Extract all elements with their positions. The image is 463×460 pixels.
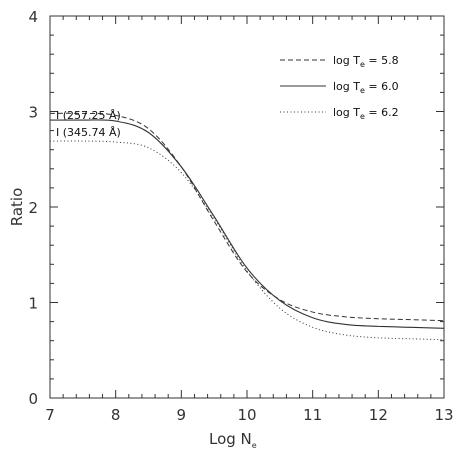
- legend-label-subscript: e: [360, 112, 365, 121]
- y-tick-label: 4: [28, 8, 38, 26]
- y-axis-title: Ratio: [8, 188, 26, 227]
- series-line-dashed: [49, 112, 445, 322]
- legend-label-main: log T: [333, 80, 360, 93]
- series-layer: [49, 112, 445, 341]
- legend-label-subscript: e: [360, 60, 365, 69]
- x-axis-title: Log Ne: [209, 430, 257, 450]
- legend-label-subscript: e: [360, 86, 365, 95]
- legend-label-value: = 6.2: [365, 106, 399, 119]
- legend-label-value: = 6.0: [365, 80, 399, 93]
- legend-label-value: = 5.8: [365, 54, 399, 67]
- annotation-line-345: I (345.74 Å): [56, 126, 121, 139]
- annotation-line-257: I (257.25 Å): [56, 109, 121, 122]
- legend-label-main: log T: [333, 106, 360, 119]
- y-tick-label: 2: [28, 199, 38, 217]
- series-line-dotted: [49, 140, 445, 341]
- series-line-solid: [49, 119, 445, 329]
- x-tick-label: 8: [111, 406, 121, 424]
- x-axis-title-subscript: e: [252, 441, 257, 450]
- x-tick-label: 11: [303, 406, 322, 424]
- legend-label-main: log T: [333, 54, 360, 67]
- x-tick-label: 10: [237, 406, 256, 424]
- x-tick-label: 12: [369, 406, 388, 424]
- plot-frame: [49, 15, 445, 399]
- x-tick-label: 7: [45, 406, 55, 424]
- legend-label-dotted: log Te = 6.2: [333, 106, 399, 121]
- x-tick-label: 13: [434, 406, 453, 424]
- x-axis-title-main: Log N: [209, 430, 252, 448]
- legend-label-solid: log Te = 6.0: [333, 80, 399, 95]
- x-tick-label: 9: [177, 406, 187, 424]
- y-tick-label: 3: [28, 104, 38, 122]
- y-tick-label: 1: [28, 295, 38, 313]
- legend-label-dashed: log Te = 5.8: [333, 54, 399, 69]
- y-tick-label: 0: [28, 390, 38, 408]
